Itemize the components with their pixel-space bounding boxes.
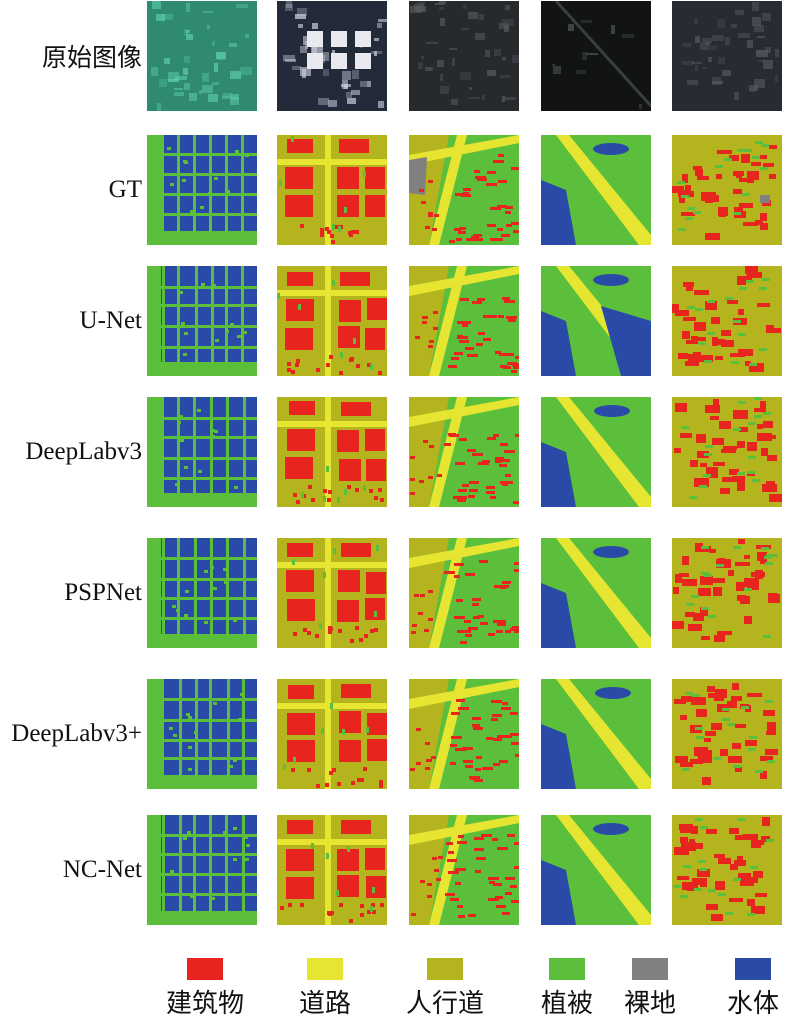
segmentation-map-deeplabv3-scene-2 <box>277 397 387 507</box>
segmentation-map-unet-scene-4 <box>541 266 651 376</box>
legend-label-water: 水体 <box>726 989 779 1019</box>
original-image-original-scene-5 <box>672 1 782 111</box>
segmentation-map-deeplabv3plus-scene-1 <box>147 679 257 789</box>
segmentation-map-pspnet-scene-3 <box>409 538 519 648</box>
original-image-original-scene-1 <box>147 1 257 111</box>
segmentation-map-pspnet-scene-5 <box>672 538 782 648</box>
row-label-original: 原始图像 <box>41 45 142 72</box>
original-image-original-scene-2 <box>277 1 387 111</box>
legend-swatch-water <box>735 958 771 980</box>
segmentation-map-ncnet-scene-3 <box>409 815 519 925</box>
row-label-deeplabv3plus: DeepLabv3+ <box>11 720 142 747</box>
legend-swatch-sidewalk <box>427 958 463 980</box>
segmentation-map-ncnet-scene-5 <box>672 815 782 925</box>
legend-swatch-bare-land <box>632 958 668 980</box>
original-image-original-scene-3 <box>409 1 519 111</box>
segmentation-map-gt-scene-2 <box>277 135 387 245</box>
segmentation-map-pspnet-scene-4 <box>541 538 651 648</box>
legend-label-building: 建筑物 <box>165 989 244 1019</box>
row-label-pspnet: PSPNet <box>64 579 142 606</box>
segmentation-map-unet-scene-5 <box>672 266 782 376</box>
original-image-original-scene-4 <box>541 1 651 111</box>
row-label-gt: GT <box>108 176 142 203</box>
segmentation-map-pspnet-scene-1 <box>147 538 257 648</box>
segmentation-map-unet-scene-3 <box>409 266 519 376</box>
legend-swatch-road <box>307 958 343 980</box>
row-label-unet: U-Net <box>79 307 142 334</box>
segmentation-map-deeplabv3-scene-3 <box>409 397 519 507</box>
segmentation-map-deeplabv3-scene-5 <box>672 397 782 507</box>
segmentation-map-gt-scene-5 <box>672 135 782 245</box>
legend-label-road: 道路 <box>298 989 351 1019</box>
segmentation-map-ncnet-scene-1 <box>147 815 257 925</box>
legend-label-sidewalk: 人行道 <box>405 989 484 1019</box>
segmentation-map-unet-scene-1 <box>147 266 257 376</box>
segmentation-map-gt-scene-3 <box>409 135 519 245</box>
row-label-ncnet: NC-Net <box>62 856 142 883</box>
row-label-deeplabv3: DeepLabv3 <box>25 438 142 465</box>
segmentation-map-deeplabv3-scene-4 <box>541 397 651 507</box>
segmentation-map-gt-scene-1 <box>147 135 257 245</box>
segmentation-map-deeplabv3plus-scene-2 <box>277 679 387 789</box>
legend-label-bare-land: 裸地 <box>623 989 676 1019</box>
segmentation-map-pspnet-scene-2 <box>277 538 387 648</box>
segmentation-map-unet-scene-2 <box>277 266 387 376</box>
segmentation-map-deeplabv3plus-scene-4 <box>541 679 651 789</box>
segmentation-map-ncnet-scene-2 <box>277 815 387 925</box>
segmentation-map-deeplabv3plus-scene-5 <box>672 679 782 789</box>
segmentation-map-deeplabv3plus-scene-3 <box>409 679 519 789</box>
legend-swatch-building <box>187 958 223 980</box>
segmentation-map-deeplabv3-scene-1 <box>147 397 257 507</box>
segmentation-map-ncnet-scene-4 <box>541 815 651 925</box>
segmentation-map-gt-scene-4 <box>541 135 651 245</box>
legend-swatch-vegetation <box>549 958 585 980</box>
